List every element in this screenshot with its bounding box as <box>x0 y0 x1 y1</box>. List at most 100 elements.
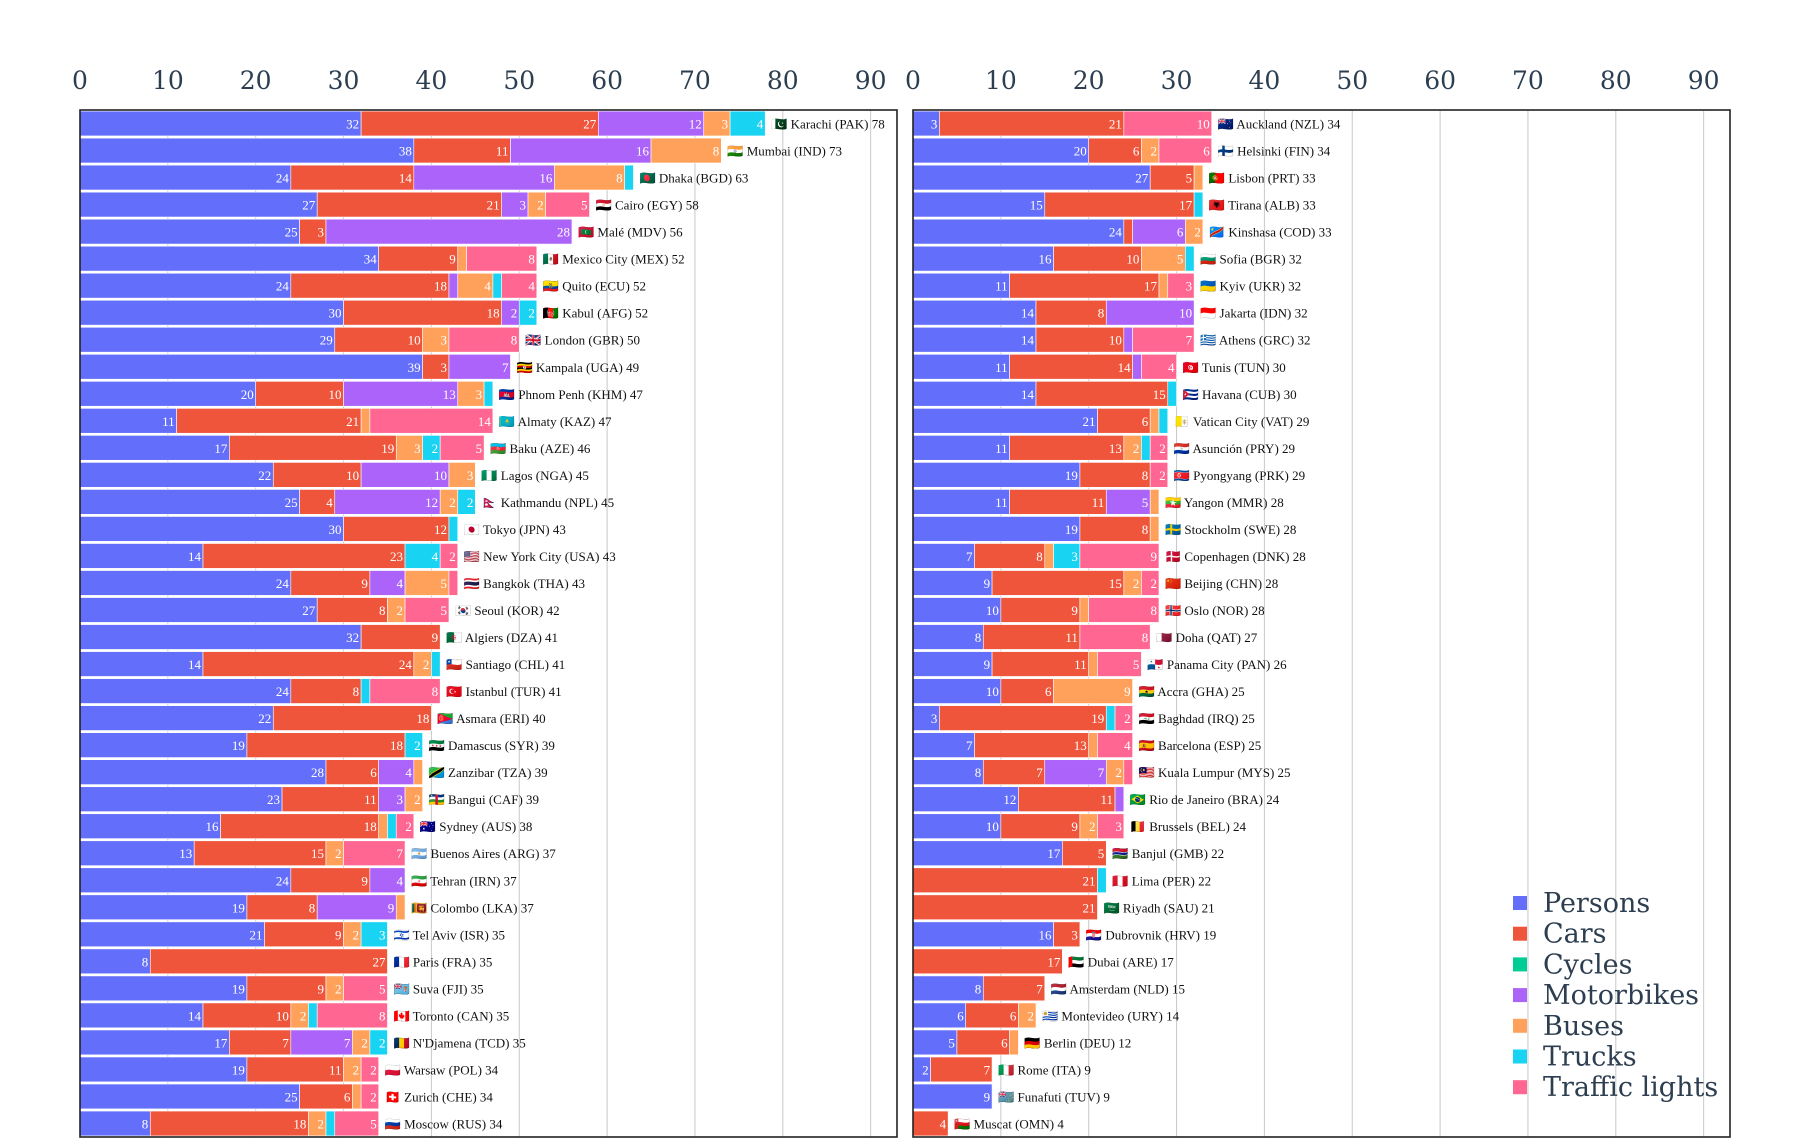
bar-segment-persons <box>79 489 300 515</box>
bar-row: 17 7 7 2 2 🇹🇩 N'Djamena (TCD) 35 <box>79 1029 526 1056</box>
bar-value-label: 3 <box>379 927 386 942</box>
bar-value-label: 9 <box>1124 684 1131 699</box>
bar-segment-motorbikes <box>334 489 441 515</box>
bar-value-label: 8 <box>142 1116 149 1131</box>
bar-segment-trucks <box>431 651 441 677</box>
bar-segment-cars <box>1079 516 1151 542</box>
bar-value-label: 27 <box>583 117 597 132</box>
bar-row: 21 🇵🇪 Lima (PER) 22 <box>912 867 1211 893</box>
bar-value-label: 39 <box>408 360 421 375</box>
bar-value-label: 2 <box>370 1089 377 1104</box>
bar-value-label: 19 <box>232 900 245 915</box>
bar-row: 25 3 28 🇲🇻 Malé (MDV) 56 <box>79 218 683 245</box>
x-tick-label: 20 <box>240 66 272 95</box>
bar-segment-traffic-lights <box>360 1083 379 1110</box>
bar-category-label: 🇹🇷 Istanbul (TUR) 41 <box>446 684 561 699</box>
bar-category-label: 🇳🇬 Lagos (NGA) 45 <box>481 468 589 483</box>
bar-value-label: 2 <box>467 495 474 510</box>
bar-value-label: 15 <box>311 846 324 861</box>
bar-value-label: 9 <box>449 252 456 267</box>
bar-category-label: 🇹🇿 Zanzibar (TZA) 39 <box>429 765 548 780</box>
bar-row: 16 18 2 🇦🇺 Sydney (AUS) 38 <box>79 813 533 839</box>
bar-value-label: 8 <box>1142 522 1149 537</box>
bar-category-label: 🇲🇲 Yangon (MMR) 28 <box>1165 495 1284 510</box>
bar-segment-cars <box>325 759 379 785</box>
chart-panel-right: 0 10 20 30 40 50 60 70 80 90 3 21 10 🇳🇿 Auckland (NZL… <box>905 66 1731 1138</box>
bar-value-label: 12 <box>425 495 438 510</box>
bar-value-label: 8 <box>1142 468 1149 483</box>
bar-value-label: 7 <box>397 846 404 861</box>
bar-value-label: 5 <box>948 1035 955 1050</box>
bar-segment-cars <box>149 948 388 975</box>
bar-segment-buses <box>457 245 467 272</box>
bar-segment-buses <box>352 1083 362 1110</box>
bar-value-label: 3 <box>931 117 938 132</box>
bar-value-label: 7 <box>502 360 509 375</box>
bar-segment-cars <box>290 164 415 191</box>
bar-category-label: 🇰🇭 Phnom Penh (KHM) 47 <box>499 387 644 402</box>
bar-row: 27 8 2 5 🇰🇷 Seoul (KOR) 42 <box>79 597 560 623</box>
bar-value-label: 30 <box>329 522 342 537</box>
legend-item: Cycles <box>1513 949 1633 980</box>
bar-segment-motorbikes <box>1105 299 1195 326</box>
bar-segment-persons <box>912 570 993 596</box>
bar-value-label: 25 <box>285 225 298 240</box>
bar-value-label: 11 <box>1065 630 1078 645</box>
bar-value-label: 23 <box>267 792 280 807</box>
bar-segment-cars <box>246 975 327 1002</box>
legend-label: Cycles <box>1543 949 1633 980</box>
bar-value-label: 7 <box>344 1035 351 1050</box>
bar-category-label: 🇸🇾 Damascus (SYR) 39 <box>429 738 555 753</box>
bar-row: 24 8 8 🇹🇷 Istanbul (TUR) 41 <box>79 678 562 704</box>
bar-category-label: 🇦🇱 Tirana (ALB) 33 <box>1209 198 1316 213</box>
bar-value-label: 19 <box>232 1062 245 1077</box>
bar-segment-buses <box>395 435 423 461</box>
bar-value-label: 24 <box>276 171 290 186</box>
legend-label: Motorbikes <box>1543 980 1699 1011</box>
bar-segment-traffic-lights <box>1158 137 1212 164</box>
x-tick-label: 30 <box>328 66 360 95</box>
bar-category-label: 🇵🇹 Lisbon (PRT) 33 <box>1209 171 1316 186</box>
bar-value-label: 2 <box>1133 441 1140 456</box>
bar-category-label: 🇲🇻 Malé (MDV) 56 <box>578 225 683 240</box>
bar-value-label: 2 <box>449 549 456 564</box>
bar-value-label: 6 <box>1010 1008 1017 1023</box>
bar-segment-cars <box>1035 381 1169 407</box>
bar-segment-trucks <box>457 489 476 515</box>
bar-value-label: 10 <box>434 468 447 483</box>
bar-category-label: 🇦🇺 Sydney (AUS) 38 <box>420 819 533 834</box>
bar-segment-trucks <box>1185 245 1195 272</box>
bar-segment-cars <box>930 1056 993 1083</box>
bar-category-label: 🇦🇪 Dubai (ARE) 17 <box>1068 954 1174 969</box>
bar-value-label: 2 <box>379 1035 386 1050</box>
bar-segment-cars <box>1062 840 1107 866</box>
bar-segment-trucks <box>325 1110 336 1137</box>
bar-value-label: 5 <box>1186 171 1193 186</box>
bar-row: 19 18 2 🇸🇾 Damascus (SYR) 39 <box>79 732 555 758</box>
bar-segment-persons <box>912 624 984 650</box>
bar-row: 3 19 2 🇮🇶 Baghdad (IRQ) 25 <box>912 705 1255 731</box>
bar-segment-trucks <box>448 516 459 542</box>
bar-value-label: 16 <box>1039 252 1053 267</box>
bar-segment-cars <box>1097 408 1151 434</box>
bar-segment-persons <box>79 1083 300 1110</box>
x-tick-label: 90 <box>1688 66 1720 95</box>
bar-value-label: 18 <box>390 738 403 753</box>
bar-row: 3 21 10 🇳🇿 Auckland (NZL) 34 <box>912 110 1341 137</box>
bar-category-label: 🇦🇫 Kabul (AFG) 52 <box>543 306 648 321</box>
legend-item: Persons <box>1513 888 1650 919</box>
bar-value-label: 8 <box>432 684 439 699</box>
bar-segment-persons <box>912 299 1037 326</box>
bar-segment-motorbikes <box>448 354 511 380</box>
bar-value-label: 10 <box>1126 252 1139 267</box>
bar-segment-traffic-lights <box>1123 110 1212 137</box>
bar-value-label: 21 <box>1082 873 1095 888</box>
bar-value-label: 6 <box>1177 225 1184 240</box>
bar-segment-trucks <box>369 1029 388 1056</box>
bar-segment-persons <box>912 921 1054 948</box>
bar-value-label: 4 <box>1168 360 1175 375</box>
bar-value-label: 14 <box>1021 333 1035 348</box>
bar-category-label: 🇩🇰 Copenhagen (DNK) 28 <box>1165 549 1306 564</box>
bar-segment-cars <box>229 435 397 461</box>
bar-category-label: 🇲🇾 Kuala Lumpur (MYS) 25 <box>1139 765 1291 780</box>
